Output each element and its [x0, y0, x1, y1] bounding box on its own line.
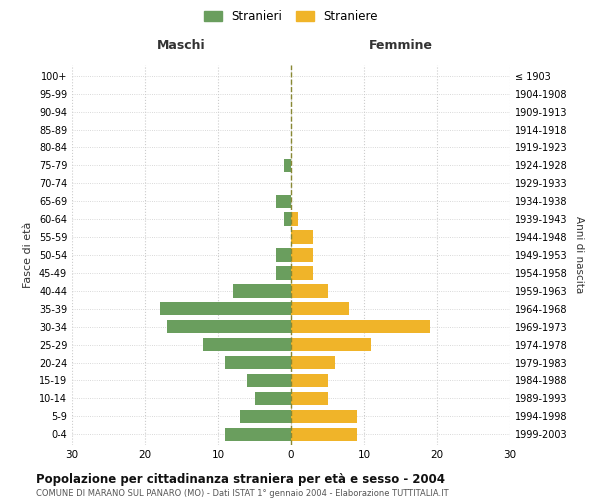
Bar	[291, 356, 335, 370]
Bar	[291, 428, 356, 441]
Bar	[160, 302, 291, 316]
Bar	[291, 392, 328, 405]
Bar	[291, 320, 430, 334]
Bar	[277, 194, 291, 208]
Text: Popolazione per cittadinanza straniera per età e sesso - 2004: Popolazione per cittadinanza straniera p…	[36, 472, 445, 486]
Y-axis label: Anni di nascita: Anni di nascita	[574, 216, 584, 294]
Text: Maschi: Maschi	[157, 40, 206, 52]
Bar	[240, 410, 291, 423]
Bar	[226, 356, 291, 370]
Bar	[277, 266, 291, 280]
Y-axis label: Fasce di età: Fasce di età	[23, 222, 33, 288]
Bar	[284, 158, 291, 172]
Bar	[277, 248, 291, 262]
Bar	[291, 374, 328, 387]
Bar	[291, 338, 371, 351]
Bar	[284, 212, 291, 226]
Bar	[247, 374, 291, 387]
Bar	[291, 230, 313, 244]
Bar	[167, 320, 291, 334]
Text: COMUNE DI MARANO SUL PANARO (MO) - Dati ISTAT 1° gennaio 2004 - Elaborazione TUT: COMUNE DI MARANO SUL PANARO (MO) - Dati …	[36, 489, 449, 498]
Bar	[254, 392, 291, 405]
Bar	[291, 248, 313, 262]
Bar	[233, 284, 291, 298]
Bar	[203, 338, 291, 351]
Bar	[291, 302, 349, 316]
Text: Femmine: Femmine	[368, 40, 433, 52]
Bar	[226, 428, 291, 441]
Bar	[291, 266, 313, 280]
Bar	[291, 410, 356, 423]
Bar	[291, 212, 298, 226]
Bar	[291, 284, 328, 298]
Legend: Stranieri, Straniere: Stranieri, Straniere	[200, 6, 382, 26]
